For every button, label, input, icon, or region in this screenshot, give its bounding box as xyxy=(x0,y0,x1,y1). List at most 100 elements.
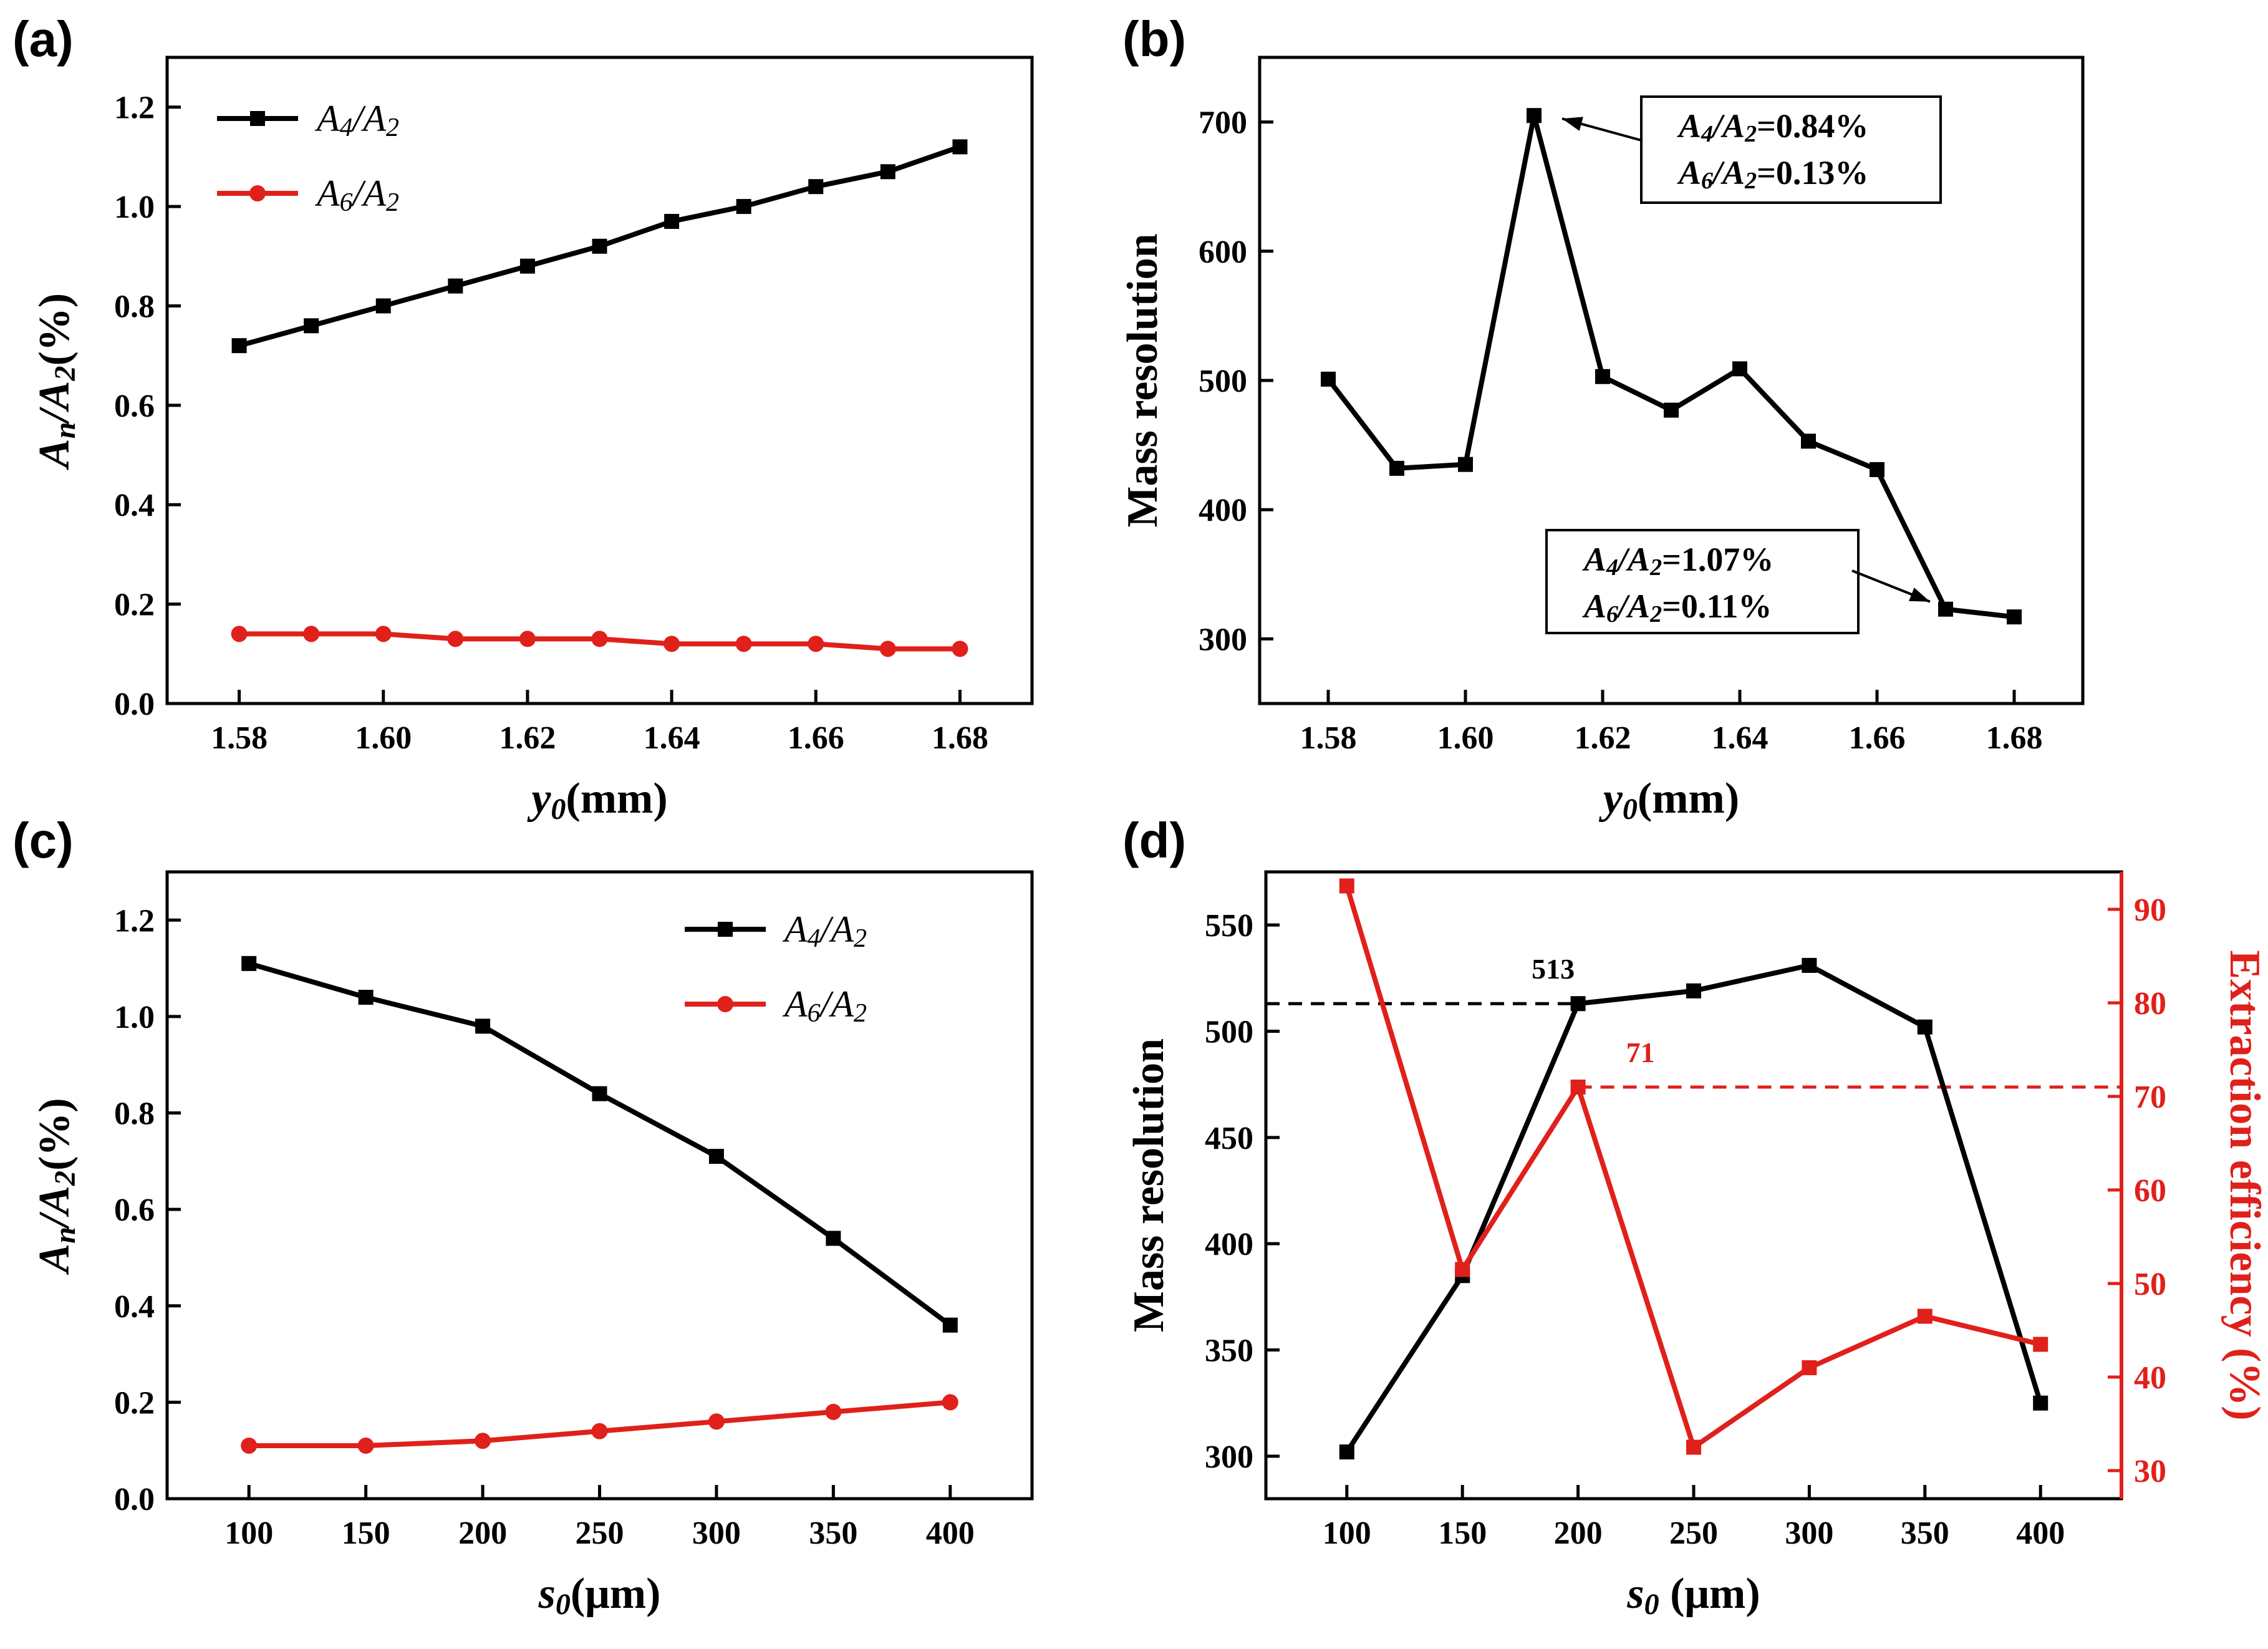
annotation-value: =0.84% xyxy=(1757,107,1868,145)
data-point xyxy=(1801,433,1816,449)
x-axis-title-unit: (mm) xyxy=(1638,775,1739,823)
legend-entry-b: A xyxy=(360,98,386,139)
data-point xyxy=(826,1231,841,1246)
data-point xyxy=(708,1149,724,1164)
x-tick-label: 1.66 xyxy=(1849,720,1906,756)
x-tick-label: 1.68 xyxy=(1986,720,2043,756)
y-axis-title-a-sub: n xyxy=(49,422,82,439)
panel-label: (d) xyxy=(1122,813,1186,868)
data-point xyxy=(519,631,536,647)
x-tick-label: 100 xyxy=(1323,1516,1371,1551)
data-point xyxy=(952,139,968,155)
data-point xyxy=(735,636,752,652)
y-tick-label: 450 xyxy=(1205,1121,1253,1156)
x-axis-title: s0(μm) xyxy=(538,1570,661,1621)
data-point xyxy=(1570,996,1586,1012)
y-axis-title-unit: (%) xyxy=(31,1098,79,1171)
chart-panel-1: (a) 1.58 1.60 1.62 1.64 1.66 1.68 0.0 0.2 0.4 0.6 0… xyxy=(12,11,1034,826)
x-axis-title-var: y xyxy=(1599,775,1623,823)
y-axis-title-a: A xyxy=(31,438,79,470)
annotation-b-sub: 2 xyxy=(1649,554,1662,581)
y-tick-label: 300 xyxy=(1199,622,1247,657)
x-tick-label: 1.58 xyxy=(211,720,268,756)
legend-entry-a-sub: 4 xyxy=(340,114,353,142)
x-tick-label: 1.66 xyxy=(788,720,844,756)
x-tick-label: 350 xyxy=(809,1516,857,1551)
x-tick-label: 350 xyxy=(1901,1516,1949,1551)
annotation-line: A6/A2=0.11% xyxy=(1582,588,1772,627)
legend-entry-a-sub: 4 xyxy=(808,924,821,953)
legend-entry-b: A xyxy=(828,909,854,950)
data-point xyxy=(1339,878,1354,894)
y-axis-title: An/A2(%) xyxy=(31,1098,82,1275)
data-point xyxy=(664,636,680,652)
data-point xyxy=(1917,1308,1933,1324)
x-tick-label: 400 xyxy=(2016,1516,2065,1551)
data-point xyxy=(241,1437,258,1454)
right-y-tick-label: 50 xyxy=(2134,1267,2166,1302)
data-point xyxy=(664,213,680,229)
y-axis-title-b-sub: 2 xyxy=(49,1171,82,1186)
legend-entry-a: A xyxy=(314,98,340,139)
y-tick-label: 600 xyxy=(1199,235,1247,270)
y-tick-label: 0.0 xyxy=(114,687,155,722)
annotation-value: =0.13% xyxy=(1757,154,1868,191)
data-point xyxy=(357,1437,374,1454)
y-tick-label: 700 xyxy=(1199,105,1247,141)
x-tick-label: 1.60 xyxy=(355,720,412,756)
y-tick-label: 0.6 xyxy=(114,1192,155,1228)
y-tick-label: 0.2 xyxy=(114,588,155,623)
right-y-tick-label: 80 xyxy=(2134,986,2166,1022)
legend-entry-b: A xyxy=(828,984,854,1025)
right-y-axis-title: Extraction efficiency (%) xyxy=(2221,950,2268,1420)
data-point xyxy=(708,1413,725,1430)
data-point xyxy=(304,318,319,334)
data-point xyxy=(231,626,248,642)
data-point xyxy=(825,1403,842,1420)
data-point xyxy=(1686,983,1701,999)
right-y-tick-label: 70 xyxy=(2134,1080,2166,1115)
data-point xyxy=(375,298,391,314)
y-tick-label: 300 xyxy=(1205,1439,1253,1475)
x-tick-label: 300 xyxy=(1785,1516,1833,1551)
x-tick-label: 1.64 xyxy=(644,720,700,756)
data-point xyxy=(879,641,896,657)
y-tick-label: 1.2 xyxy=(114,90,155,126)
plot-frame xyxy=(1264,870,2123,1501)
annotation-box xyxy=(1545,529,1860,634)
data-point xyxy=(1870,462,1884,477)
y-tick-label: 500 xyxy=(1205,1015,1253,1050)
x-axis-title-var: y xyxy=(527,775,551,823)
y-tick-label: 1.2 xyxy=(114,903,155,939)
y-tick-label: 550 xyxy=(1205,908,1253,944)
legend-entry: A4/A2 xyxy=(782,909,867,953)
legend-entry-a: A xyxy=(782,909,808,950)
y-axis-title-text: Mass resolution xyxy=(1125,1038,1173,1332)
annotation-b: A xyxy=(1720,107,1745,145)
y-tick-label: 0.0 xyxy=(114,1482,155,1517)
annotation-a-sub: 4 xyxy=(1701,121,1713,147)
data-point xyxy=(241,955,257,971)
data-point xyxy=(952,641,968,657)
x-tick-label: 200 xyxy=(458,1516,507,1551)
legend-entry: A6/A2 xyxy=(782,984,867,1028)
annotation-b-sub: 2 xyxy=(1744,168,1757,194)
data-point xyxy=(1802,957,1817,973)
annotation-b: A xyxy=(1626,541,1650,578)
legend-entry-b: A xyxy=(360,173,386,214)
annotation-line: A4/A2=1.07% xyxy=(1582,541,1773,581)
data-point xyxy=(1570,1080,1586,1095)
y-tick-label: 0.4 xyxy=(114,1289,155,1325)
data-point xyxy=(2033,1395,2048,1411)
annotation-a: A xyxy=(1677,154,1701,191)
x-tick-label: 1.64 xyxy=(1712,720,1769,756)
y-axis-title: Mass resolution xyxy=(1119,233,1167,527)
right-y-tick-label: 60 xyxy=(2134,1173,2166,1209)
y-axis-title-unit: (%) xyxy=(31,293,79,366)
legend-entry-b-sub: 2 xyxy=(854,999,867,1028)
data-point xyxy=(2007,609,2022,625)
annotation-a: A xyxy=(1582,541,1606,578)
y-axis-title-b-sub: 2 xyxy=(49,366,82,382)
panel-label: (a) xyxy=(12,11,74,67)
